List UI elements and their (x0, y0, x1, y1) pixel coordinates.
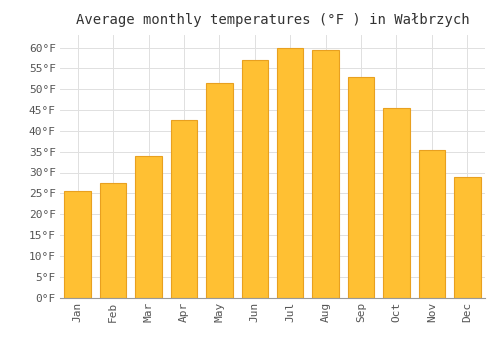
Bar (100, 183, 126, 298)
Bar (454, 177, 480, 298)
Bar (277, 48, 303, 298)
Bar (206, 83, 233, 298)
Bar (64, 191, 91, 298)
Bar (418, 149, 445, 298)
Title: Average monthly temperatures (°F ) in Wałbrzych: Average monthly temperatures (°F ) in Wa… (76, 13, 469, 27)
Bar (383, 108, 409, 298)
Bar (242, 60, 268, 298)
Bar (312, 50, 339, 298)
Bar (136, 156, 162, 298)
Bar (170, 120, 197, 298)
Bar (348, 77, 374, 298)
